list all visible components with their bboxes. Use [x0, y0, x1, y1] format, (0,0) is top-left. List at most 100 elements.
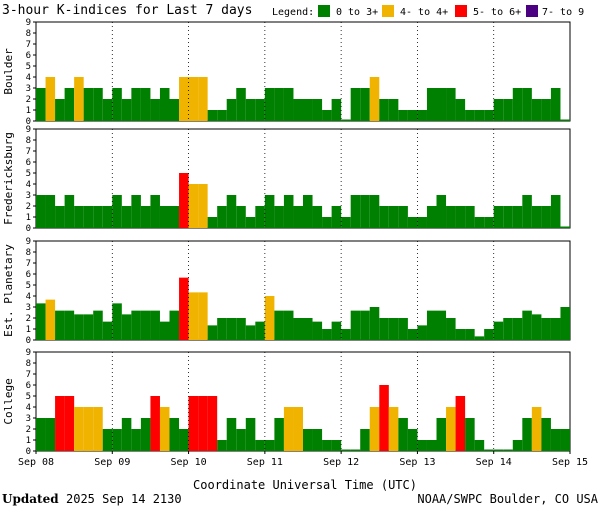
bar	[436, 418, 447, 451]
bar	[331, 321, 342, 340]
bar	[350, 449, 361, 451]
bar	[493, 449, 504, 451]
bar	[293, 206, 303, 228]
bar	[341, 217, 351, 228]
bar	[83, 407, 94, 451]
bar	[45, 418, 56, 451]
legend-item-2-label: 5- to 6+	[473, 7, 521, 18]
x-tick-label: Sep 08	[18, 457, 54, 468]
bar	[226, 99, 237, 121]
y-tick-label: 2	[26, 425, 31, 435]
bar	[121, 206, 132, 228]
panel-label: College	[2, 378, 15, 424]
y-tick-label: 7	[26, 370, 31, 380]
x-tick-label: Sep 09	[94, 457, 130, 468]
bar	[322, 110, 332, 121]
bar	[188, 396, 199, 451]
bar	[407, 329, 418, 340]
bar	[531, 407, 542, 451]
bar	[255, 321, 265, 340]
bar	[503, 318, 513, 340]
bar	[303, 318, 313, 340]
bar	[446, 206, 456, 228]
y-tick-label: 4	[26, 73, 31, 83]
bar	[236, 88, 246, 121]
bar	[560, 119, 570, 121]
y-tick-label: 1	[26, 106, 31, 116]
bar	[112, 88, 122, 121]
bar	[312, 206, 323, 228]
bar	[131, 195, 141, 228]
bar	[484, 449, 494, 451]
bar	[102, 429, 113, 451]
bar	[255, 440, 265, 451]
bar	[169, 310, 180, 340]
bar	[455, 206, 466, 228]
bar	[226, 418, 237, 451]
bar	[169, 99, 180, 121]
y-tick-label: 5	[26, 281, 31, 291]
y-tick-label: 0	[26, 224, 31, 234]
bar	[522, 310, 532, 340]
bar	[198, 396, 208, 451]
x-tick-label: Sep 12	[323, 457, 359, 468]
bar	[531, 99, 542, 121]
y-tick-label: 2	[26, 95, 31, 105]
bar	[350, 88, 361, 121]
bar	[207, 325, 218, 340]
y-tick-label: 6	[26, 270, 31, 280]
bar	[512, 318, 523, 340]
bar	[207, 217, 218, 228]
bar	[436, 310, 447, 340]
panel-label: Fredericksburg	[2, 132, 15, 225]
y-tick-label: 2	[26, 202, 31, 212]
bar	[474, 336, 485, 340]
bar	[55, 99, 65, 121]
y-tick-label: 0	[26, 336, 31, 346]
bar	[55, 206, 65, 228]
bar	[93, 206, 103, 228]
bar	[245, 99, 256, 121]
bar	[379, 206, 389, 228]
bar	[388, 318, 399, 340]
y-tick-label: 9	[26, 18, 31, 28]
bar	[417, 325, 427, 340]
bar	[74, 77, 84, 121]
bar	[398, 110, 408, 121]
bar	[379, 385, 389, 451]
y-tick-label: 4	[26, 292, 31, 302]
bar	[522, 195, 532, 228]
bar	[426, 310, 437, 340]
y-tick-label: 6	[26, 51, 31, 61]
bar	[179, 173, 189, 228]
y-tick-label: 0	[26, 117, 31, 127]
bar	[360, 88, 370, 121]
bar	[140, 88, 151, 121]
bar	[293, 318, 303, 340]
updated-label: Updated	[2, 492, 59, 506]
bar	[64, 396, 75, 451]
bar	[331, 440, 342, 451]
bar	[484, 329, 494, 340]
bar	[503, 206, 513, 228]
bar	[541, 206, 551, 228]
bar	[312, 429, 323, 451]
bar	[150, 99, 160, 121]
bar	[179, 429, 189, 451]
y-tick-label: 2	[26, 314, 31, 324]
bar	[512, 440, 523, 451]
bar	[207, 110, 218, 121]
bar	[36, 88, 46, 121]
bar	[140, 310, 151, 340]
bar	[465, 418, 475, 451]
y-tick-label: 6	[26, 158, 31, 168]
y-tick-label: 9	[26, 348, 31, 358]
y-tick-label: 6	[26, 381, 31, 391]
y-tick-label: 3	[26, 84, 31, 94]
bar	[179, 77, 189, 121]
legend-label: Legend:	[272, 7, 314, 18]
bar	[407, 110, 418, 121]
bar	[417, 217, 427, 228]
